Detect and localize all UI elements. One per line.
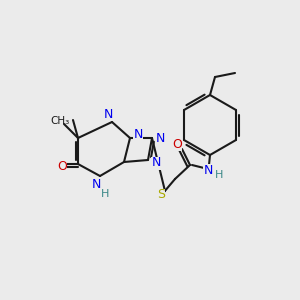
Text: N: N — [151, 157, 161, 169]
Text: N: N — [203, 164, 213, 176]
Text: O: O — [57, 160, 67, 172]
Text: N: N — [155, 131, 165, 145]
Text: CH₃: CH₃ — [50, 116, 70, 126]
Text: O: O — [172, 137, 182, 151]
Text: H: H — [215, 170, 223, 180]
Text: N: N — [91, 178, 101, 191]
Text: H: H — [101, 189, 109, 199]
Text: N: N — [103, 107, 113, 121]
Text: S: S — [157, 188, 165, 202]
Text: N: N — [133, 128, 143, 142]
